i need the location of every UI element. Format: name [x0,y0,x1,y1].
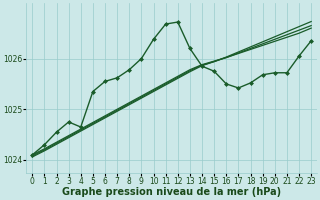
X-axis label: Graphe pression niveau de la mer (hPa): Graphe pression niveau de la mer (hPa) [62,187,281,197]
